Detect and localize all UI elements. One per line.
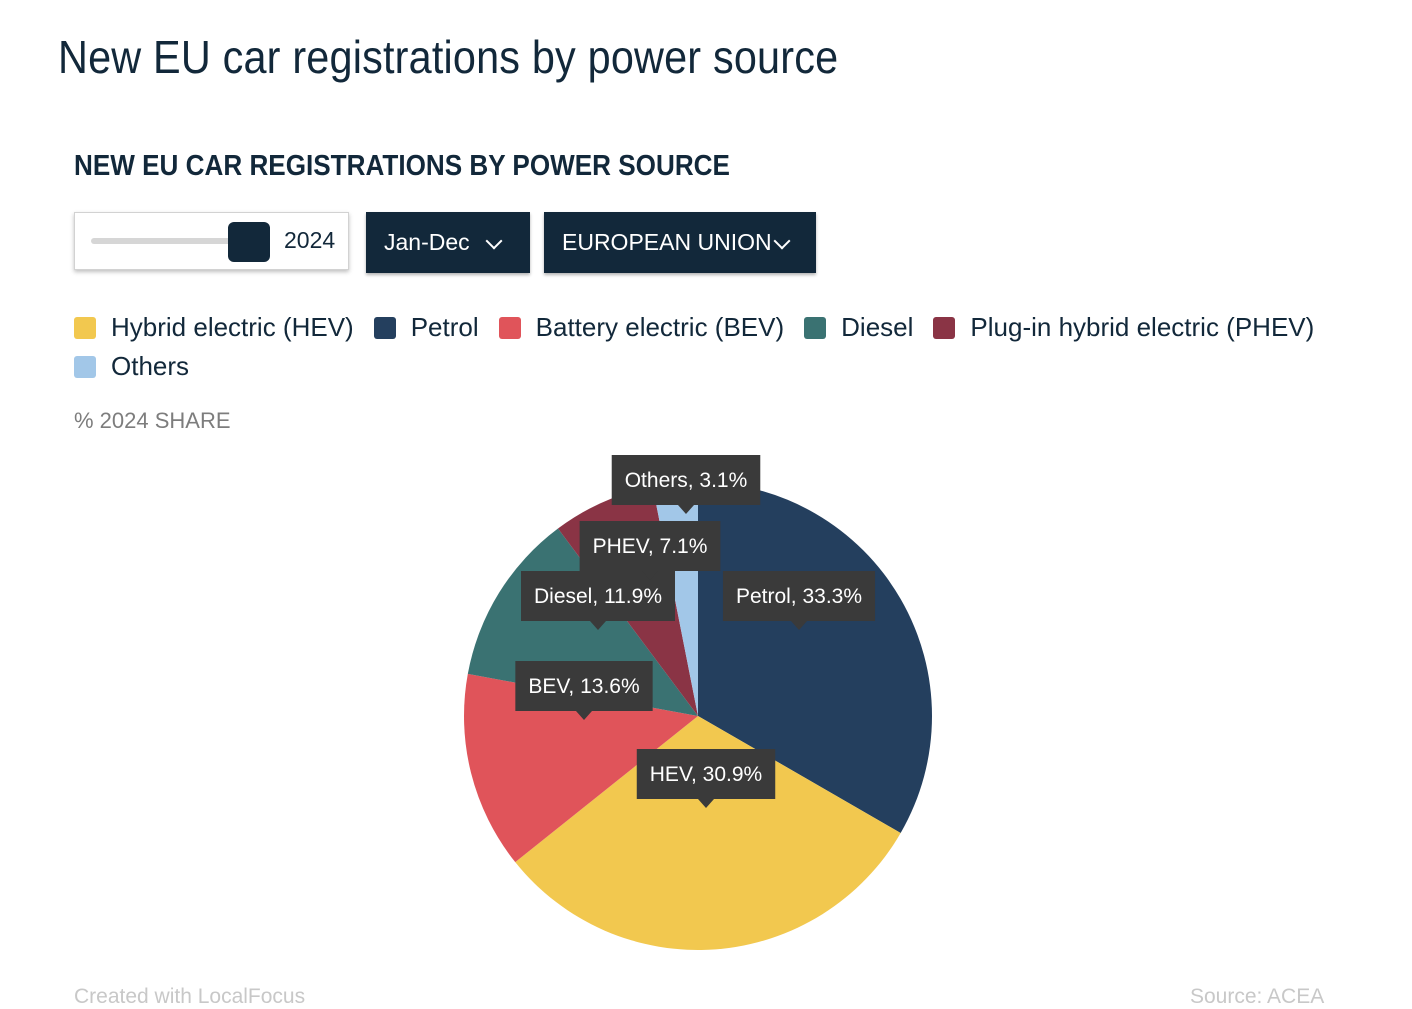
year-slider[interactable]: 2024 <box>74 212 349 270</box>
slice-data-label: Others, 3.1% <box>611 455 761 514</box>
slice-data-label: PHEV, 7.1% <box>579 521 721 580</box>
legend-label: Diesel <box>841 312 914 342</box>
legend-swatch <box>74 355 96 378</box>
legend: Hybrid electric (HEV) Petrol Battery ele… <box>74 308 1314 386</box>
credit-link[interactable]: Created with LocalFocus <box>74 985 306 1008</box>
svg-text:HEV, 30.9%: HEV, 30.9% <box>650 763 762 786</box>
pie-slice[interactable] <box>464 673 698 863</box>
legend-item[interactable]: Battery electric (BEV) <box>498 312 785 343</box>
legend-swatch <box>498 316 521 339</box>
legend-item[interactable]: Plug-in hybrid electric (PHEV) <box>933 312 1314 343</box>
legend-label: Battery electric (BEV) <box>535 312 785 342</box>
slider-handle[interactable] <box>228 222 270 262</box>
period-dropdown-label: Jan-Dec <box>384 229 470 255</box>
pie-slice[interactable] <box>515 716 901 950</box>
legend-swatch <box>804 316 827 339</box>
slice-data-label: HEV, 30.9% <box>636 749 776 808</box>
legend-swatch <box>933 316 956 339</box>
legend-swatch <box>74 316 96 339</box>
legend-item[interactable]: Others <box>74 351 189 382</box>
legend-swatch <box>373 316 396 339</box>
legend-label: Petrol <box>410 312 479 342</box>
legend-item[interactable]: Petrol <box>373 312 479 343</box>
svg-text:Petrol, 33.3%: Petrol, 33.3% <box>736 585 862 608</box>
year-value: 2024 <box>284 227 336 253</box>
slice-data-label: BEV, 13.6% <box>515 661 653 720</box>
pie-slice[interactable] <box>698 482 933 833</box>
legend-label: Plug-in hybrid electric (PHEV) <box>970 312 1315 342</box>
slice-data-label: Diesel, 11.9% <box>520 571 676 630</box>
source-note: Source: ACEA <box>1190 985 1325 1008</box>
slider-track[interactable] <box>91 238 241 244</box>
legend-item[interactable]: Diesel <box>804 312 913 343</box>
period-dropdown[interactable]: Jan-Dec <box>366 212 530 273</box>
page-title: New EU car registrations by power source <box>58 31 839 83</box>
region-dropdown-label: EUROPEAN UNION <box>562 229 772 255</box>
legend-row: Hybrid electric (HEV) Petrol Battery ele… <box>74 308 1314 347</box>
legend-label: Others <box>111 351 190 381</box>
svg-text:Diesel, 11.9%: Diesel, 11.9% <box>534 585 662 608</box>
svg-text:Others, 3.1%: Others, 3.1% <box>625 469 748 492</box>
chart-title: NEW EU CAR REGISTRATIONS BY POWER SOURCE <box>74 150 730 182</box>
legend-row: Others <box>74 347 1314 386</box>
svg-text:PHEV, 7.1%: PHEV, 7.1% <box>593 535 708 558</box>
slice-data-label: Petrol, 33.3% <box>722 571 876 630</box>
region-dropdown[interactable]: EUROPEAN UNION <box>544 212 816 273</box>
legend-label: Hybrid electric (HEV) <box>111 312 354 342</box>
chart-subtitle: % 2024 SHARE <box>74 408 231 433</box>
legend-item[interactable]: Hybrid electric (HEV) <box>74 312 354 343</box>
svg-text:BEV, 13.6%: BEV, 13.6% <box>528 675 639 698</box>
